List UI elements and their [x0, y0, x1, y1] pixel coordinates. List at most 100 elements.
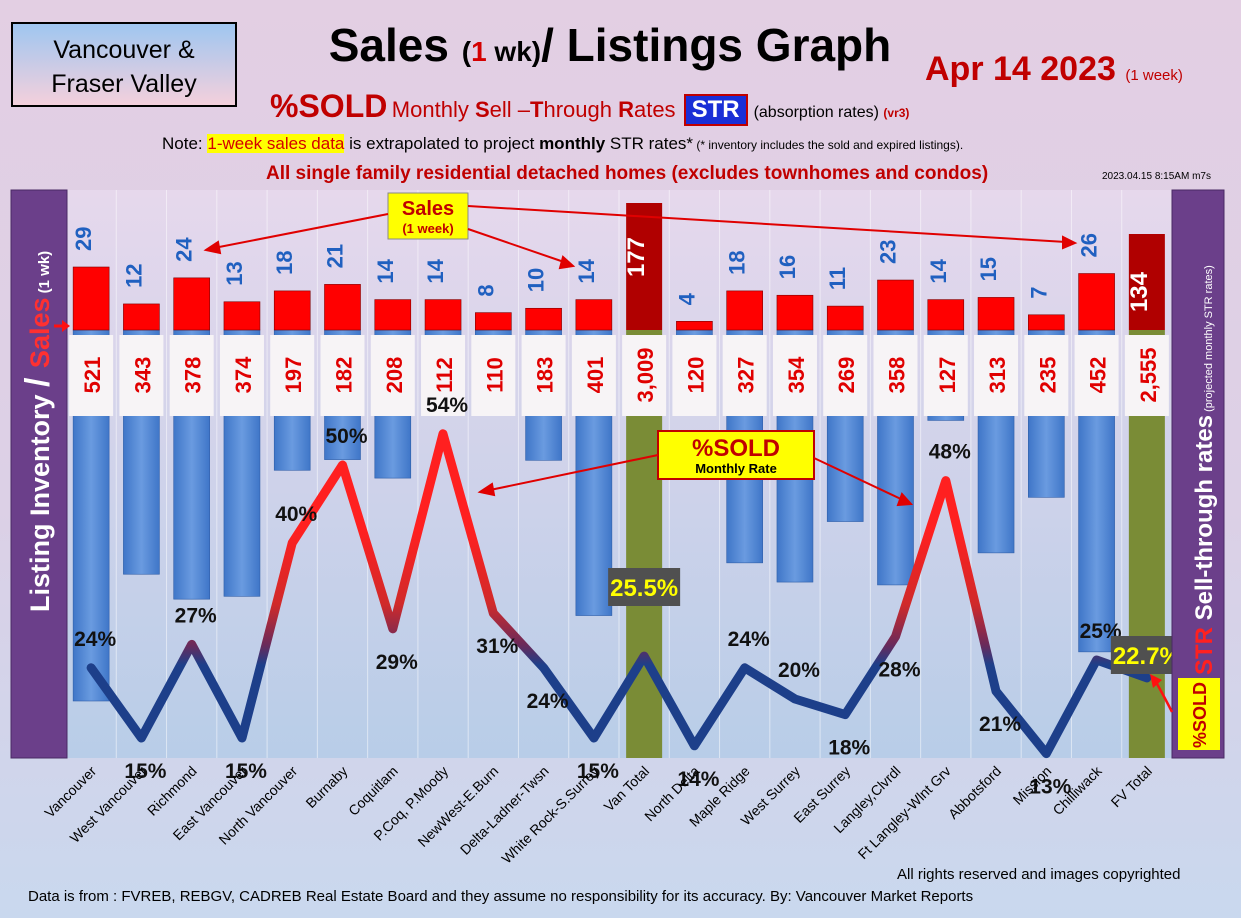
inventory-label-bg [772, 335, 817, 416]
right-axis-label: STR Sell-through rates (projected monthl… [1191, 265, 1218, 675]
sales-value-label: 7 [1026, 287, 1051, 299]
sales-value-label: 18 [272, 250, 297, 274]
sub-S: S [474, 97, 490, 122]
inventory-value-label: 127 [935, 357, 960, 394]
sub-R: R [618, 97, 634, 122]
sales-value-label: 16 [775, 255, 800, 279]
title-main: Sales [328, 19, 462, 71]
inventory-value-label: 452 [1086, 357, 1111, 394]
sales-value-label: 18 [725, 250, 750, 274]
subtitle-line: %SOLD Monthly Sell –Through Rates STR (abs… [270, 88, 909, 126]
category-label: Delta-Ladner-Twsn [457, 763, 552, 858]
sales-bar [726, 290, 763, 331]
left-axis-main: Listing Inventory [25, 387, 55, 612]
inventory-label-bg [169, 335, 214, 416]
sales-bar [223, 301, 261, 331]
sold-value-label: 13% [1029, 776, 1071, 799]
left-axis-label: Listing Inventory / Sales (1 wk) [19, 251, 57, 612]
chart-subtitle: All single family residential detached h… [266, 163, 989, 184]
str-badge: STR [683, 94, 748, 126]
title-rest: / Listings Graph [541, 19, 892, 71]
inventory-label-bg [320, 335, 365, 416]
sales-bars [72, 203, 1165, 331]
inventory-value-label: 401 [583, 357, 608, 394]
inventory-label-bg [270, 335, 315, 416]
sold-value-label: 24% [74, 628, 116, 651]
sales-value-label: 21 [323, 244, 348, 268]
sales-value-label: 29 [71, 227, 96, 251]
sales-bar [123, 303, 160, 331]
page-title: Sales (1 wk)/ Listings Graph [300, 18, 920, 72]
total-sold-label: 22.7% [1113, 643, 1181, 670]
category-label: Ft Langley-Wlnt Grv [855, 763, 954, 862]
sales-bar [776, 294, 814, 331]
sales-value-label: 13 [222, 261, 247, 285]
title-wk: wk) [486, 36, 542, 67]
sold-value-label: 15% [124, 760, 166, 783]
title-num: 1 [471, 36, 487, 67]
total-sold-label: 25.5% [610, 575, 678, 602]
sales-callout-title: Sales [402, 198, 454, 220]
inventory-label-bg [974, 335, 1019, 416]
sales-bar [927, 299, 965, 331]
sold-badge-arrowhead [1150, 674, 1162, 688]
inventory-value-label: 313 [985, 357, 1010, 394]
sales-value-label: 10 [524, 268, 549, 292]
inventory-value-label: 343 [130, 357, 155, 394]
sales-value-label: 14 [423, 258, 448, 283]
note-post: STR rates* [605, 134, 694, 153]
left-axis-panel [10, 189, 68, 759]
sold-value-label: 21% [979, 713, 1021, 736]
sold-badge: %SOLD [1190, 682, 1210, 748]
sales-value-label: 26 [1077, 233, 1102, 257]
inventory-value-label: 2,555 [1136, 347, 1161, 402]
inventory-label-bg [823, 335, 868, 416]
sales-bar [72, 266, 110, 331]
report-date: Apr 14 2023 (1 week) [925, 50, 1183, 89]
sales-bar [826, 305, 864, 331]
left-axis-arrowhead [62, 320, 70, 332]
sales-bar [877, 279, 914, 331]
footer-rights: All rights reserved and images copyright… [897, 866, 1181, 883]
inventory-label-bg [1074, 335, 1119, 416]
sales-bar [525, 307, 562, 331]
sold-value-label: 15% [577, 760, 619, 783]
sold-value-label: 48% [929, 441, 971, 464]
inventory-value-label: 378 [181, 357, 206, 394]
total-sold-bg [608, 568, 681, 606]
inventory-value-label: 358 [885, 357, 910, 394]
sales-bar [475, 312, 512, 331]
inventory-label-bg [923, 335, 968, 416]
inventory-label-bg [722, 335, 767, 416]
inventory-value-label: 521 [80, 357, 105, 394]
note-mid: is extrapolated to project [344, 134, 540, 153]
sold-badge-arrow [1154, 681, 1174, 713]
inventory-value-label: 182 [332, 357, 357, 394]
note-bold: monthly [539, 134, 606, 153]
date-note: (1 week) [1125, 67, 1183, 84]
sold-value-label: 27% [175, 604, 217, 627]
sold-callout-arrows [477, 454, 914, 507]
inventory-label-bg [119, 335, 164, 416]
sales-bar [1028, 314, 1065, 331]
sales-value-label: 14 [926, 258, 951, 283]
sales-bar [173, 277, 210, 331]
inventory-value-label: 3,009 [633, 347, 658, 402]
sub-vr: (vr3) [883, 106, 910, 120]
str-line-path [86, 429, 1152, 759]
sales-labels: 29 12 24 13 18 21 14 14 8 10 14 177 4 18 16 11 23 14 15 7 26… [71, 227, 1153, 313]
sold-labels: 24% 15% 27% 15% 40% 50% 29% 54% 31% 24% 15% 25.5% 14… [74, 394, 1183, 799]
left-axis-slash: / [19, 368, 57, 387]
date-text: Apr 14 2023 [925, 50, 1116, 88]
str-line [86, 429, 1152, 759]
sales-bar [575, 299, 613, 331]
region-box: Vancouver & Fraser Valley [11, 22, 237, 107]
inventory-value-label: 235 [1035, 357, 1060, 394]
inventory-value-label: 110 [482, 357, 507, 393]
left-axis-sales: Sales [25, 298, 55, 369]
sales-bar [1078, 273, 1115, 331]
sub-abs: (absorption rates) [753, 104, 879, 121]
sold-value-label: 54% [426, 394, 468, 417]
sub-T: T [530, 97, 544, 122]
inventory-value-label: 208 [382, 357, 407, 394]
